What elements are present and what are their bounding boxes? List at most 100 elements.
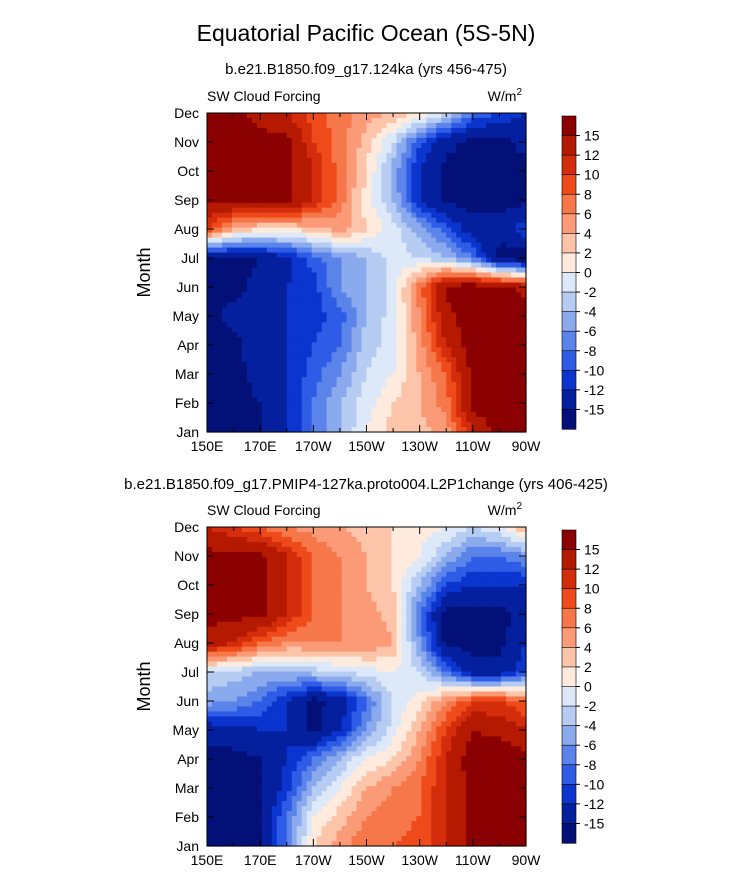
heatmap-cell: [486, 137, 492, 144]
heatmap-cell: [321, 237, 328, 244]
heatmap-cell: [391, 257, 397, 264]
heatmap-cell: [366, 182, 373, 189]
heatmap-cell: [301, 202, 308, 209]
heatmap-cell: [301, 122, 308, 129]
heatmap-cell: [356, 372, 363, 378]
heatmap-cell: [236, 167, 243, 174]
heatmap-cell: [381, 566, 388, 573]
heatmap-cell: [416, 541, 422, 548]
heatmap-cell: [491, 207, 497, 214]
heatmap-cell: [291, 427, 298, 433]
heatmap-cell: [466, 122, 472, 129]
heatmap-cell: [246, 277, 253, 284]
heatmap-cell: [486, 177, 492, 184]
heatmap-cell: [236, 317, 243, 323]
heatmap-cell: [241, 192, 248, 199]
heatmap-cell: [301, 576, 308, 583]
heatmap-cell: [336, 551, 343, 558]
heatmap-cell: [516, 162, 522, 169]
heatmap-cell: [346, 377, 353, 383]
heatmap-cell: [236, 182, 243, 189]
heatmap-cell: [306, 292, 313, 299]
heatmap-cell: [441, 207, 447, 214]
heatmap-cell: [476, 272, 482, 279]
heatmap-cell: [291, 362, 298, 368]
heatmap-cell: [461, 357, 467, 363]
heatmap-cell: [396, 302, 402, 308]
heatmap-cell: [456, 527, 462, 533]
heatmap-cell: [326, 566, 333, 573]
heatmap-cell: [221, 217, 228, 224]
heatmap-cell: [231, 546, 238, 553]
heatmap-cell: [426, 117, 432, 124]
heatmap-cell: [466, 556, 472, 563]
heatmap-cell: [306, 172, 313, 179]
heatmap-cell: [386, 182, 393, 189]
heatmap-cell: [207, 282, 213, 289]
heatmap-cell: [276, 242, 283, 249]
heatmap-cell: [316, 422, 323, 428]
heatmap-cell: [251, 412, 258, 418]
heatmap-cell: [291, 372, 298, 378]
heatmap-cell: [331, 571, 338, 578]
heatmap-cell: [396, 287, 402, 294]
heatmap-cell: [291, 197, 298, 204]
heatmap-cell: [276, 327, 283, 333]
x-tick-label: 170W: [295, 438, 332, 454]
heatmap-cell: [311, 137, 318, 144]
heatmap-cell: [326, 422, 333, 428]
heatmap-cell: [221, 536, 228, 543]
heatmap-cell: [221, 392, 228, 398]
heatmap-cell: [336, 247, 343, 254]
heatmap-cell: [301, 272, 308, 279]
heatmap-cell: [511, 287, 517, 294]
heatmap-cell: [411, 337, 417, 343]
heatmap-cell: [207, 197, 213, 204]
heatmap-cell: [351, 417, 358, 423]
heatmap-cell: [231, 322, 238, 328]
heatmap-cell: [441, 427, 447, 433]
heatmap-cell: [461, 297, 467, 303]
heatmap-cell: [436, 402, 442, 408]
heatmap-cell: [251, 347, 258, 353]
heatmap-cell: [276, 177, 283, 184]
heatmap-cell: [346, 197, 353, 204]
heatmap-cell: [261, 312, 268, 318]
heatmap-cell: [491, 546, 497, 553]
heatmap-cell: [496, 162, 502, 169]
heatmap-cell: [436, 167, 442, 174]
heatmap-cell: [401, 187, 407, 194]
heatmap-cell: [281, 297, 288, 303]
heatmap-cell: [511, 197, 517, 204]
heatmap-cell: [391, 307, 397, 313]
heatmap-cell: [436, 561, 442, 568]
heatmap-cell: [207, 152, 213, 159]
heatmap-cell: [246, 307, 253, 313]
heatmap-cell: [371, 237, 378, 244]
heatmap-cell: [306, 302, 313, 308]
heatmap-cell: [461, 407, 467, 413]
heatmap-cell: [241, 541, 248, 548]
heatmap-cell: [451, 172, 457, 179]
heatmap-cell: [521, 427, 527, 433]
heatmap-cell: [396, 172, 402, 179]
heatmap-cell: [451, 571, 457, 578]
heatmap-cell: [406, 372, 412, 378]
heatmap-cell: [371, 382, 378, 388]
heatmap-cell: [391, 182, 397, 189]
heatmap-cell: [286, 576, 293, 583]
heatmap-cell: [336, 167, 343, 174]
heatmap-cell: [271, 282, 278, 289]
heatmap-cell: [516, 422, 522, 428]
heatmap-cell: [501, 207, 507, 214]
heatmap-cell: [356, 232, 363, 239]
heatmap-cell: [451, 212, 457, 219]
heatmap-cell: [391, 372, 397, 378]
heatmap-cell: [501, 392, 507, 398]
heatmap-cell: [311, 287, 318, 294]
heatmap-cell: [411, 257, 417, 264]
x-tick-label: 130W: [401, 438, 438, 454]
heatmap-cell: [291, 367, 298, 373]
heatmap-cell: [431, 242, 437, 249]
heatmap-cell: [291, 332, 298, 338]
